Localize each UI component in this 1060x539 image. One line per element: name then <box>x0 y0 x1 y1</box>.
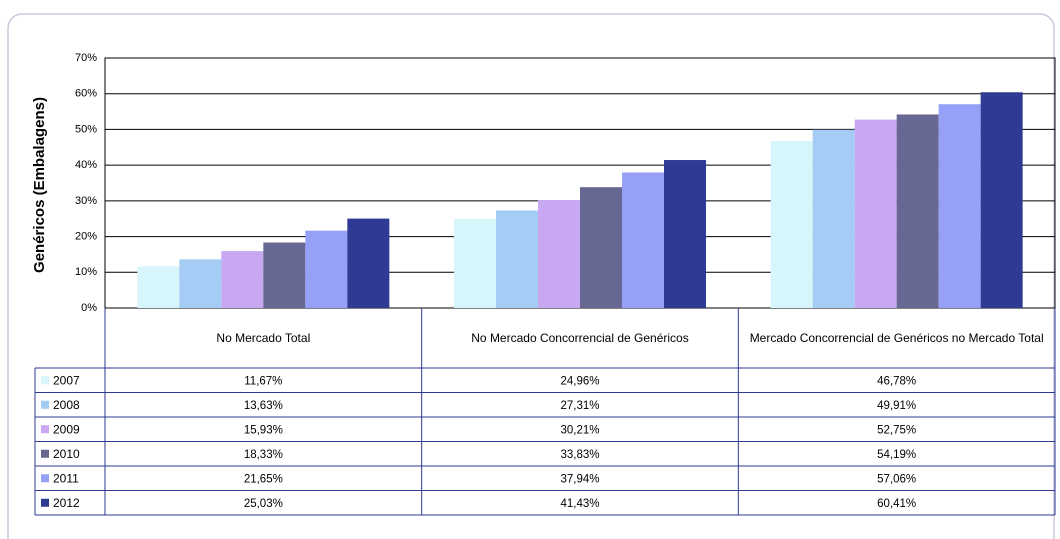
table-value: 30,21% <box>560 424 599 436</box>
table-value: 49,91% <box>877 400 916 412</box>
bar <box>896 114 939 308</box>
bar <box>538 200 580 308</box>
y-tick-label: 40% <box>75 159 97 171</box>
y-tick-label: 60% <box>75 88 97 100</box>
bar <box>305 230 348 308</box>
bar <box>454 218 496 308</box>
y-tick-label: 50% <box>75 123 97 135</box>
bar <box>622 172 664 308</box>
table-value: 52,75% <box>877 424 916 436</box>
table-value: 25,03% <box>244 498 283 510</box>
bar <box>137 266 180 308</box>
bar <box>664 160 706 308</box>
table-value: 21,65% <box>244 473 283 485</box>
category-cell: No Mercado Total <box>216 330 311 345</box>
table-value: 11,67% <box>244 375 282 387</box>
table-value: 18,33% <box>244 449 283 461</box>
bar <box>179 259 222 308</box>
y-tick-label: 10% <box>75 266 97 278</box>
bar <box>221 251 264 308</box>
table-value: 54,19% <box>877 449 916 461</box>
table-value: 24,96% <box>560 375 599 387</box>
table-value: 15,93% <box>244 424 283 436</box>
bar <box>347 218 390 308</box>
table-value: 27,31% <box>560 400 599 412</box>
y-tick-label: 30% <box>75 195 97 207</box>
legend-swatch <box>41 449 49 458</box>
category-label: No Mercado Concorrencial de Genéricos <box>471 330 689 345</box>
bar <box>496 210 538 308</box>
table-value: 46,78% <box>877 375 916 387</box>
table-value: 60,41% <box>877 498 916 510</box>
legend-swatch <box>41 474 49 483</box>
bar <box>770 140 813 308</box>
table-value: 33,83% <box>560 449 599 461</box>
table-value: 37,94% <box>560 473 599 485</box>
bar <box>580 187 622 308</box>
legend-swatch <box>41 425 49 434</box>
table-value: 57,06% <box>877 473 916 485</box>
bar <box>938 104 981 308</box>
y-tick-label: 20% <box>75 230 97 242</box>
category-cell: No Mercado Concorrencial de Genéricos <box>471 330 689 345</box>
y-tick-label: 0% <box>81 302 97 314</box>
y-axis-label: Genéricos (Embalagens) <box>31 97 48 273</box>
legend-swatch <box>41 400 49 409</box>
table-value: 41,43% <box>560 498 599 510</box>
bar <box>854 119 897 308</box>
category-label: Mercado Concorrencial de Genéricos no Me… <box>749 330 1044 345</box>
legend-label: 2007 <box>53 373 80 387</box>
legend-label: 2009 <box>53 422 80 436</box>
y-tick-label: 70% <box>75 52 97 64</box>
legend-swatch <box>41 498 49 507</box>
bar <box>812 129 855 308</box>
legend-label: 2012 <box>53 496 80 510</box>
legend-label: 2008 <box>53 398 80 412</box>
category-cell: Mercado Concorrencial de Genéricos no Me… <box>749 330 1044 345</box>
table-value: 13,63% <box>244 400 283 412</box>
category-label: No Mercado Total <box>216 330 311 345</box>
legend-label: 2010 <box>53 447 80 461</box>
legend-label: 2011 <box>53 471 79 485</box>
bar <box>263 242 306 308</box>
bar <box>980 92 1023 308</box>
legend-swatch <box>41 376 49 385</box>
